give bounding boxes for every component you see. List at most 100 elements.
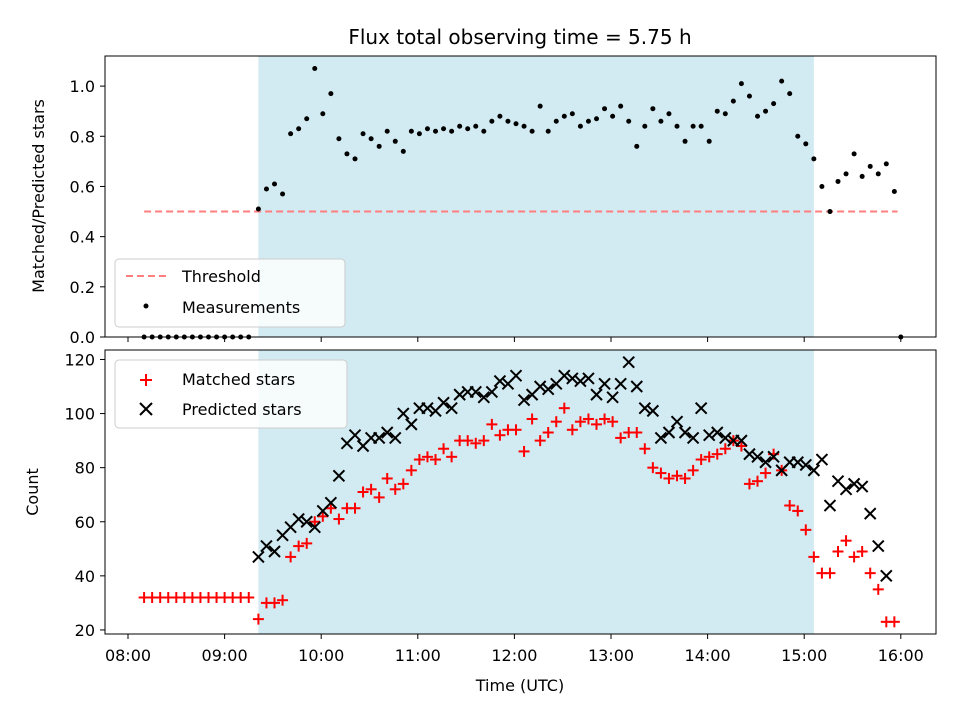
measurement-point: [875, 171, 881, 177]
matched-point: [494, 429, 506, 441]
matched-point: [824, 567, 836, 579]
matched-point: [808, 551, 820, 563]
measurement-point: [787, 91, 793, 97]
chart-title: Flux total observing time = 5.75 h: [348, 25, 691, 49]
count-y-tick-label: 20: [75, 621, 95, 640]
predicted-point: [670, 415, 684, 428]
matched-point: [542, 426, 554, 438]
predicted-point: [630, 380, 643, 393]
matched-point: [760, 467, 772, 479]
measurement-point: [352, 156, 358, 162]
matched-point: [639, 443, 651, 455]
predicted-point: [646, 404, 660, 418]
x-tick-label: 14:00: [685, 646, 731, 665]
ratio-y-tick-label: 0.8: [70, 127, 95, 146]
x-tick-label: 12:00: [491, 646, 537, 665]
predicted-point: [381, 426, 394, 439]
measurement-point: [795, 133, 801, 139]
ratio-y-tick-label: 0.2: [70, 278, 95, 297]
predicted-points: [252, 355, 893, 583]
measurement-point: [505, 118, 511, 124]
predicted-point: [421, 401, 434, 415]
predicted-point: [864, 507, 877, 520]
measurement-point: [618, 103, 624, 109]
x-axis-label: Time (UTC): [475, 676, 564, 695]
predicted-point: [582, 372, 595, 385]
predicted-point: [662, 426, 676, 439]
predicted-legend-label: Predicted stars: [182, 400, 302, 419]
predicted-point: [308, 520, 321, 534]
measurement-point: [304, 116, 310, 122]
observing-span: [258, 56, 814, 337]
matched-point: [478, 435, 490, 447]
matched-point: [687, 464, 699, 476]
count-y-tick-label: 100: [64, 405, 95, 424]
matched-point: [470, 437, 482, 449]
measurement-point: [376, 143, 382, 149]
count-panel-frame: [104, 349, 937, 635]
predicted-point: [678, 426, 692, 439]
ratio-panel-frame: [104, 55, 937, 338]
count-y-tick-label: 40: [75, 567, 95, 586]
ratio-y-tick-label: 0.6: [70, 177, 95, 196]
x-tick-label: 10:00: [298, 646, 344, 665]
measurement-point: [867, 163, 873, 169]
predicted-point: [751, 450, 764, 464]
predicted-point: [332, 469, 346, 482]
measurement-point: [553, 118, 559, 124]
matched-point: [285, 551, 297, 563]
matched-point: [293, 540, 305, 552]
matched-legend-swatch: [140, 374, 152, 386]
matched-point: [671, 470, 683, 482]
matched-point: [438, 443, 450, 455]
measurement-point: [312, 66, 318, 72]
predicted-point: [815, 453, 829, 466]
x-tick-label: 08:00: [105, 646, 151, 665]
measurement-point: [255, 206, 261, 212]
count-legend: Matched stars Predicted stars: [114, 359, 348, 429]
count-panel: 20 40 60 80 100 120 08:00 09:00 10:00 11:00 12:00…: [23, 349, 937, 695]
predicted-point: [880, 569, 893, 583]
predicted-point: [405, 418, 418, 431]
matched-point: [526, 413, 538, 425]
matched-point: [301, 537, 313, 549]
matched-point: [647, 462, 659, 474]
predicted-point: [743, 447, 756, 461]
measurement-point: [336, 136, 342, 142]
predicted-point: [598, 377, 611, 391]
predicted-point: [509, 369, 523, 382]
measurement-point: [465, 126, 471, 132]
predicted-point: [799, 458, 813, 472]
threshold-legend-label: Threshold: [181, 267, 261, 286]
measurement-point: [642, 123, 648, 129]
matched-point: [566, 424, 578, 436]
predicted-point: [389, 431, 402, 445]
measurement-point: [449, 128, 455, 134]
measurement-point: [722, 111, 728, 117]
measurement-point: [489, 118, 495, 124]
measurement-point: [730, 98, 736, 104]
matched-point: [848, 551, 860, 563]
matched-point: [655, 467, 667, 479]
predicted-point: [759, 456, 772, 469]
measurement-point: [891, 188, 897, 194]
matched-point: [888, 616, 900, 628]
measurement-point: [610, 113, 616, 119]
matched-points: [138, 402, 900, 628]
matched-point: [462, 435, 474, 447]
measurement-point: [288, 131, 294, 137]
matched-point: [349, 502, 361, 514]
matched-point: [252, 613, 264, 625]
predicted-point: [823, 499, 837, 512]
predicted-point: [614, 377, 627, 391]
matched-point: [679, 472, 691, 484]
predicted-point: [711, 426, 724, 439]
measurements-legend-swatch: [143, 303, 149, 309]
measurement-point: [690, 123, 696, 129]
x-tick-label: 11:00: [395, 646, 441, 665]
matched-point: [703, 451, 715, 463]
measurement-point: [738, 81, 744, 87]
matched-point: [518, 445, 530, 457]
measurement-point: [851, 151, 857, 157]
measurement-point: [746, 93, 752, 99]
